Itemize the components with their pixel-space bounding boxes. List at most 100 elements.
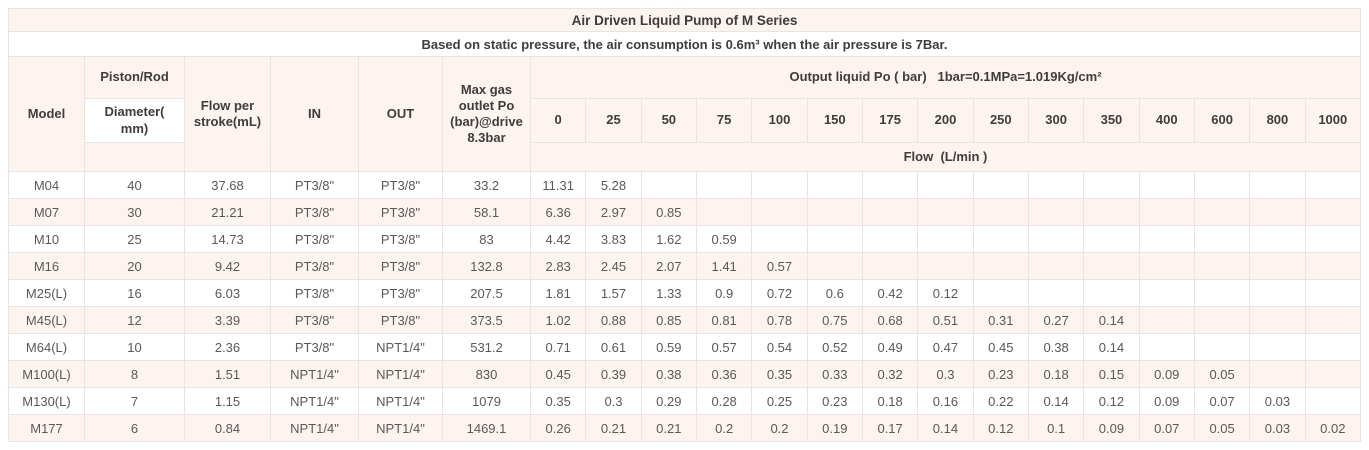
cell-flow [1249,333,1306,361]
pressure-header-cell: 75 [695,98,753,143]
cell-flow [1249,171,1306,199]
cell-flow: 0.32 [861,360,919,388]
cell-max-gas: 33.2 [442,171,531,199]
cell-flow: 0.51 [917,306,974,334]
cell-flow: 0.81 [695,306,753,334]
cell-flow [1138,198,1195,226]
cell-flow [1138,333,1195,361]
cell-flow [1249,306,1306,334]
cell-flow: 0.18 [1027,360,1085,388]
cell-flow [1138,171,1195,199]
cell-flow: 0.25 [751,387,808,415]
cell-flow: 0.16 [917,387,974,415]
cell-max-gas: 1079 [442,387,531,415]
cell-flow: 0.38 [1027,333,1085,361]
pressure-header-cell: 25 [585,98,642,143]
cell-flow: 0.05 [1193,414,1251,442]
header-out: OUT [358,56,443,172]
cell-flow: 0.36 [695,360,753,388]
cell-flow: 0.09 [1083,414,1140,442]
cell-diameter: 7 [84,387,185,415]
cell-flow [972,279,1029,307]
cell-flow: 0.02 [1304,414,1362,442]
cell-flow-per-stroke: 9.42 [184,252,271,280]
cell-out: NPT1/4" [358,414,443,442]
cell-flow: 0.03 [1249,387,1306,415]
cell-flow [1083,198,1140,226]
cell-max-gas: 132.8 [442,252,531,280]
header-diameter: Diameter( mm) [84,98,185,143]
cell-flow [1304,171,1362,199]
header-model: Model [8,56,85,172]
cell-flow [1304,306,1362,334]
pressure-header-cell: 200 [917,98,974,143]
header-piston-rod: Piston/Rod [84,56,185,99]
cell-diameter: 6 [84,414,185,442]
pressure-header-row: Diameter( mm) 0 25 50 75 100 150 175 200 250 300 3… [9,98,1362,143]
cell-flow [1138,279,1195,307]
cell-model: M07 [8,198,85,226]
cell-flow: 0.09 [1138,360,1195,388]
table-row: M04 40 37.68 PT3/8" PT3/8" 33.2 11.31 5.28 [8,171,1362,199]
cell-flow [1027,252,1085,280]
cell-flow: 0.2 [751,414,808,442]
pressure-header-cell: 800 [1249,98,1306,143]
table-row: M177 6 0.84 NPT1/4" NPT1/4" 1469.1 0.26 0.21 0.2… [8,414,1362,442]
cell-flow: 0.07 [1193,387,1251,415]
cell-flow: 0.88 [585,306,642,334]
cell-flow: 11.31 [529,171,587,199]
cell-flow: 1.41 [695,252,753,280]
cell-flow: 0.14 [1027,387,1085,415]
cell-flow [861,171,919,199]
cell-in: PT3/8" [270,306,359,334]
cell-diameter: 12 [84,306,185,334]
cell-out: PT3/8" [358,252,443,280]
cell-flow: 0.22 [972,387,1029,415]
cell-flow: 0.52 [806,333,863,361]
cell-flow: 0.3 [917,360,974,388]
cell-model: M45(L) [8,306,85,334]
cell-flow [806,198,863,226]
cell-flow [1193,252,1251,280]
cell-flow: 2.07 [640,252,697,280]
pressure-header-cell: 150 [806,98,863,143]
cell-flow [1193,171,1251,199]
cell-flow [1027,279,1085,307]
cell-flow [1304,252,1362,280]
cell-flow [1138,252,1195,280]
cell-flow: 0.31 [972,306,1029,334]
cell-flow: 0.29 [640,387,697,415]
cell-flow [972,171,1029,199]
cell-in: PT3/8" [270,171,359,199]
cell-flow-per-stroke: 37.68 [184,171,271,199]
cell-flow: 0.12 [1083,387,1140,415]
cell-flow: 0.71 [529,333,587,361]
cell-out: PT3/8" [358,225,443,253]
cell-in: PT3/8" [270,198,359,226]
cell-flow: 0.23 [806,387,863,415]
cell-flow: 0.85 [640,198,697,226]
cell-flow [917,225,974,253]
cell-flow-per-stroke: 1.15 [184,387,271,415]
header-max-gas-outlet: Max gas outlet Po (bar)@drive 8.3bar [442,56,531,172]
cell-flow: 0.6 [806,279,863,307]
cell-flow: 0.2 [695,414,753,442]
cell-max-gas: 83 [442,225,531,253]
cell-flow: 1.81 [529,279,587,307]
cell-out: PT3/8" [358,279,443,307]
pressure-header-cell: 50 [640,98,697,143]
cell-in: PT3/8" [270,225,359,253]
cell-flow [640,171,697,199]
cell-max-gas: 1469.1 [442,414,531,442]
cell-flow-per-stroke: 0.84 [184,414,271,442]
cell-flow [1027,225,1085,253]
cell-out: NPT1/4" [358,333,443,361]
cell-flow: 6.36 [529,198,587,226]
cell-flow: 0.12 [972,414,1029,442]
table-row: M25(L) 16 6.03 PT3/8" PT3/8" 207.5 1.81 1.57 1.3… [8,279,1362,307]
cell-flow: 0.14 [917,414,974,442]
cell-flow: 1.57 [585,279,642,307]
cell-flow: 0.33 [806,360,863,388]
cell-flow: 0.05 [1193,360,1251,388]
